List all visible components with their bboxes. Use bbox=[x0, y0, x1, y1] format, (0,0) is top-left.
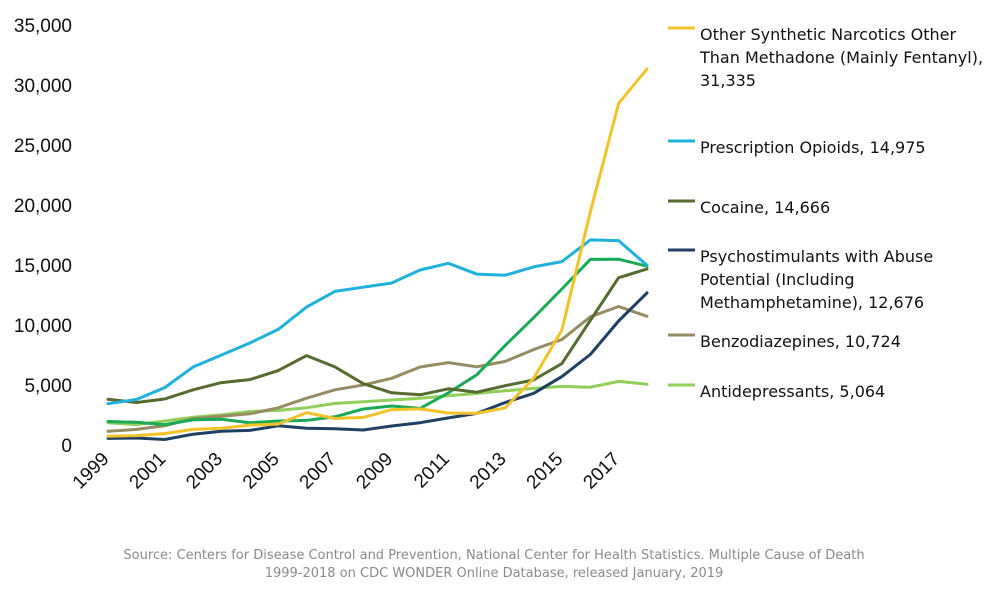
series-line bbox=[106, 291, 649, 441]
legend-label: Other Synthetic Narcotics Other Than Meth… bbox=[699, 25, 983, 90]
legend-label: Antidepressants, 5,064 bbox=[700, 382, 885, 401]
series-line bbox=[106, 267, 649, 404]
x-tick-label: 2015 bbox=[523, 449, 568, 494]
y-tick-label: 10,000 bbox=[14, 316, 72, 337]
legend-label: Benzodiazepines, 10,724 bbox=[700, 332, 901, 351]
source-note: Source: Centers for Disease Control and … bbox=[0, 547, 988, 583]
legend: Other Synthetic Narcotics Other Than Meth… bbox=[668, 25, 983, 401]
x-tick-label: 2005 bbox=[239, 449, 284, 494]
x-tick-label: 2017 bbox=[579, 449, 624, 494]
legend-label: Psychostimulants with Abuse Potential (In… bbox=[700, 247, 933, 312]
x-tick-label: 2011 bbox=[410, 449, 454, 493]
y-tick-label: 0 bbox=[61, 436, 72, 457]
legend-label: Prescription Opioids, 14,975 bbox=[700, 138, 926, 157]
series-lines bbox=[106, 67, 649, 441]
x-tick-label: 2003 bbox=[182, 449, 227, 494]
y-axis-ticks: 35,000 30,000 25,000 20,000 15,000 10,000 5,00… bbox=[14, 16, 72, 457]
y-tick-label: 35,000 bbox=[14, 16, 72, 37]
x-tick-label: 2007 bbox=[296, 449, 341, 494]
x-tick-label: 2001 bbox=[126, 449, 171, 494]
y-tick-label: 30,000 bbox=[14, 76, 72, 97]
y-tick-label: 15,000 bbox=[14, 256, 72, 277]
x-axis-ticks: 1999 2001 2003 2005 2007 2009 2011 2013 2015 2017 bbox=[69, 449, 624, 494]
legend-label: Cocaine, 14,666 bbox=[700, 198, 830, 217]
y-tick-label: 5,000 bbox=[24, 376, 72, 397]
x-tick-label: 2013 bbox=[466, 449, 511, 494]
source-line-2: 1999-2018 on CDC WONDER Online Database,… bbox=[264, 566, 724, 581]
source-line-1: Source: Centers for Disease Control and … bbox=[123, 548, 865, 563]
x-tick-label: 2009 bbox=[352, 449, 397, 494]
series-line bbox=[106, 67, 649, 438]
series-line bbox=[106, 257, 649, 427]
y-tick-label: 20,000 bbox=[14, 196, 72, 217]
series-line bbox=[106, 238, 649, 406]
y-tick-label: 25,000 bbox=[14, 136, 72, 157]
x-tick-label: 1999 bbox=[69, 449, 114, 494]
